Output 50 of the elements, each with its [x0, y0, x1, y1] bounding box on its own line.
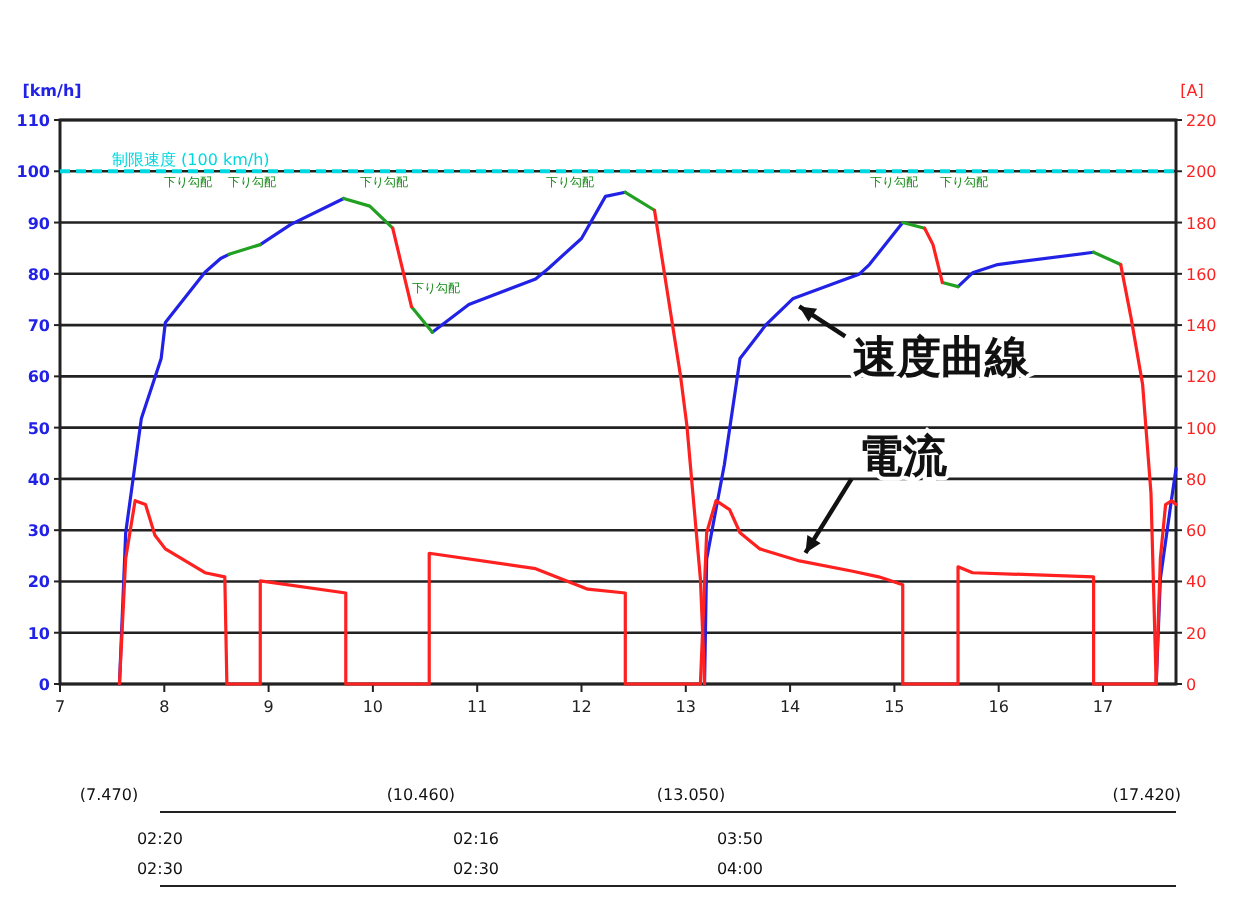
text: (13.050) [656, 786, 726, 804]
text: 03:50 [716, 830, 764, 848]
y2-tick-label: 60 [1186, 522, 1207, 541]
y-tick-label: 90 [27, 214, 51, 233]
x-tick-label: 9 [263, 698, 274, 716]
y2-axis-title: [A] [1180, 82, 1204, 100]
x-tick-label: 17 [1092, 698, 1114, 716]
y-tick-label: 10 [27, 624, 51, 643]
y-tick-label: 0 [38, 676, 51, 694]
x-tick-label: 10 [362, 698, 384, 716]
x-tick-label: 13 [675, 698, 696, 716]
x-tick-label: 11 [467, 698, 488, 716]
x-tick-label: 8 [159, 698, 170, 716]
y2-tick-label: 220 [1186, 112, 1217, 130]
y-tick-label: 60 [27, 368, 51, 387]
y-tick-label: 70 [27, 317, 51, 336]
y-tick-label: 30 [27, 522, 51, 541]
y2-tick-label: 0 [1186, 676, 1197, 694]
y-tick-label: 100 [16, 163, 51, 182]
text: (7.470) [79, 786, 139, 804]
y-tick-label: 40 [27, 470, 51, 489]
x-tick-label: 15 [884, 698, 905, 716]
y-tick-label: 80 [27, 265, 51, 284]
y2-tick-label: 200 [1186, 163, 1217, 182]
y-tick-label: 50 [27, 419, 51, 438]
text: (17.420) [1112, 786, 1182, 804]
annotation: 速度曲線 [853, 332, 1032, 385]
y-axis-title: [km/h] [22, 82, 82, 100]
y2-tick-label: 20 [1186, 624, 1207, 643]
x-tick-label: 12 [571, 698, 592, 716]
y2-tick-label: 180 [1186, 214, 1217, 233]
annotation: 電流 [859, 430, 950, 483]
x-tick-label: 14 [779, 698, 801, 716]
text: 02:30 [136, 860, 184, 878]
y2-tick-label: 120 [1186, 368, 1217, 387]
y-tick-label: 110 [16, 112, 51, 130]
y-tick-label: 20 [27, 573, 51, 592]
x-tick-label: 7 [54, 698, 66, 716]
x-tick-label: 16 [988, 698, 1009, 716]
text: 02:20 [136, 830, 184, 848]
text: 02:30 [452, 860, 500, 878]
text: 02:16 [452, 830, 500, 848]
text: (10.460) [386, 786, 456, 804]
y2-tick-label: 100 [1186, 419, 1217, 438]
ref-line-label: 制限速度 (100 km/h) [112, 151, 270, 170]
text: 04:00 [716, 860, 764, 878]
y2-tick-label: 160 [1186, 265, 1217, 284]
y2-tick-label: 40 [1186, 573, 1207, 592]
y2-tick-label: 140 [1186, 317, 1217, 336]
y2-tick-label: 80 [1186, 470, 1207, 489]
